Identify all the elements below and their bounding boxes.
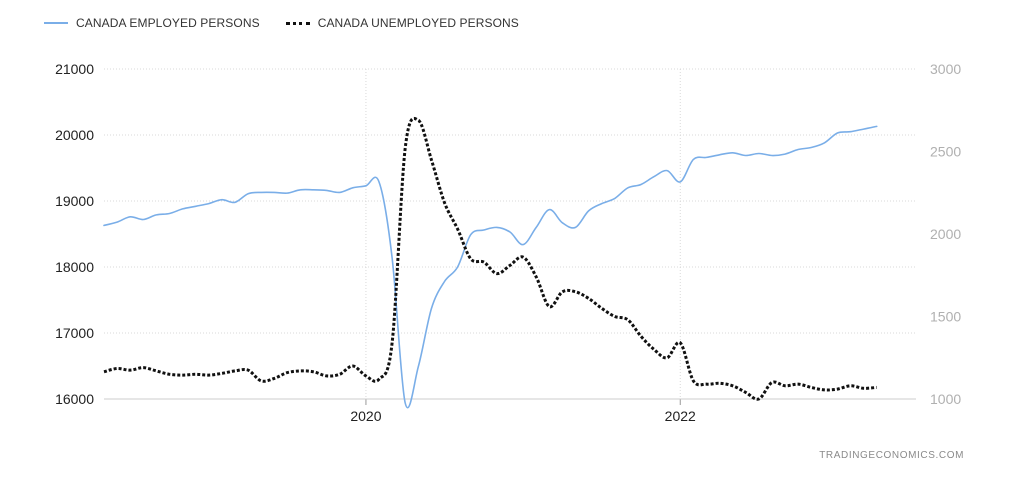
right-axis-tick-label: 2000 — [930, 226, 961, 242]
legend-item-unemployed[interactable]: CANADA UNEMPLOYED PERSONS — [285, 16, 519, 30]
legend-label-unemployed: CANADA UNEMPLOYED PERSONS — [317, 16, 519, 30]
right-axis-tick-label: 2500 — [930, 144, 961, 160]
series-layer — [103, 116, 878, 409]
right-axis-tick-label: 1500 — [930, 309, 961, 325]
legend-item-employed[interactable]: CANADA EMPLOYED PERSONS — [44, 16, 260, 30]
left-axis-tick-label: 17000 — [55, 325, 94, 341]
left-axis-tick-label: 18000 — [55, 259, 94, 275]
grid — [104, 68, 916, 400]
left-axis-tick-label: 21000 — [55, 61, 94, 77]
legend-swatch-solid-line — [44, 22, 68, 24]
series-line-unemployed[interactable] — [103, 116, 877, 401]
chart-legend: CANADA EMPLOYED PERSONS CANADA UNEMPLOYE… — [44, 16, 545, 30]
right-axis-tick-label: 3000 — [930, 61, 961, 77]
left-axis-tick-label: 20000 — [55, 127, 94, 143]
x-axis-tick-label: 2022 — [665, 408, 696, 424]
x-axis-tick-label: 2020 — [350, 408, 381, 424]
axes: 16000 17000 18000 19000 20000 21000 1000 1500 20… — [55, 61, 961, 424]
series-line-employed[interactable] — [103, 125, 878, 409]
legend-swatch-dotted-line — [285, 21, 310, 25]
left-axis-tick-label: 19000 — [55, 193, 94, 209]
right-axis-tick-label: 1000 — [930, 391, 961, 407]
watermark: TRADINGECONOMICS.COM — [819, 450, 964, 461]
left-axis-tick-label: 16000 — [55, 391, 94, 407]
legend-label-employed: CANADA EMPLOYED PERSONS — [76, 16, 260, 30]
